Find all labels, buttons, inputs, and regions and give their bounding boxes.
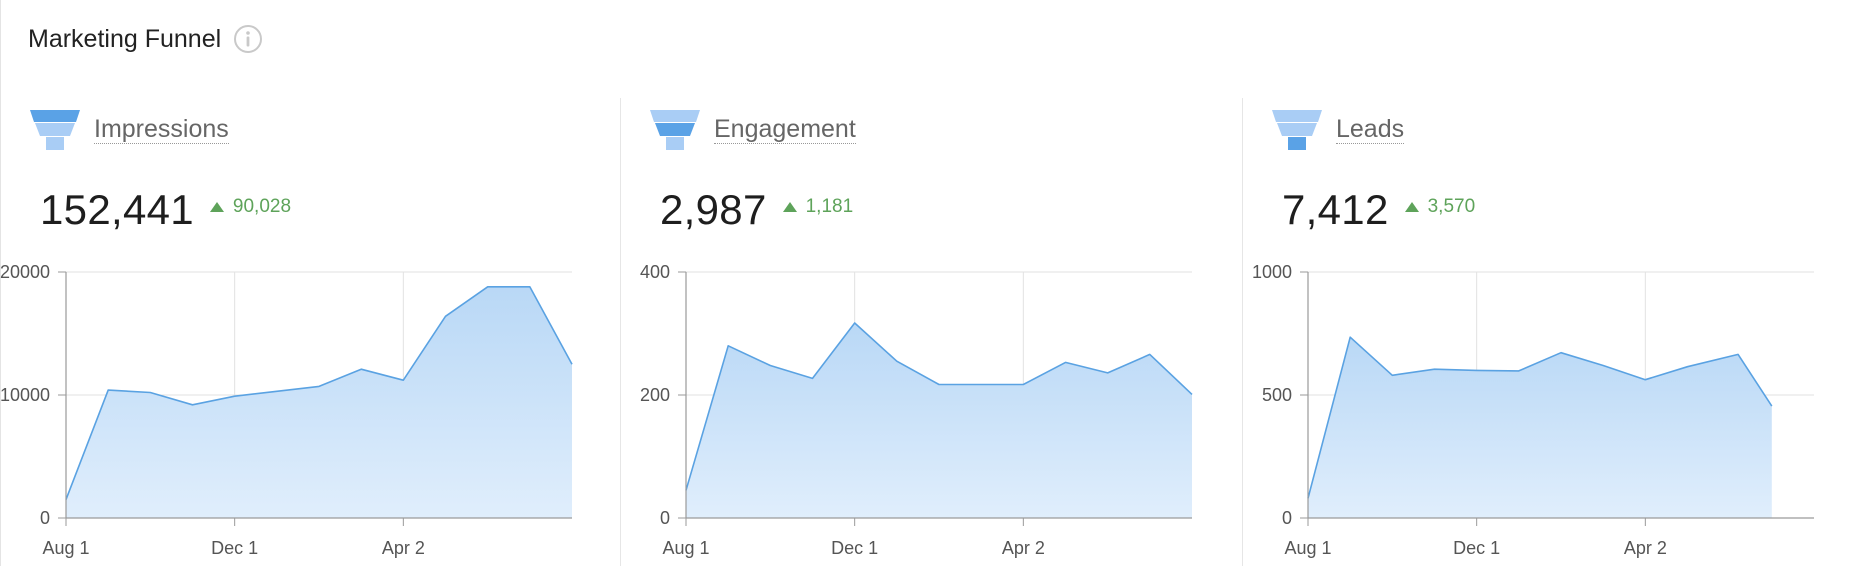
funnel-tier — [30, 110, 80, 122]
engagement-chart: 0 200 400 Aug 1 Dec 1 Apr 2 — [620, 258, 1210, 568]
info-icon[interactable] — [233, 24, 263, 54]
funnel-tier — [1288, 137, 1306, 150]
x-tick-label: Apr 2 — [382, 538, 425, 558]
delta-value: 90,028 — [233, 196, 291, 218]
metric-value: 2,987 — [660, 186, 767, 234]
area-fill — [1308, 337, 1772, 518]
y-tick-label: 0 — [1282, 508, 1292, 528]
x-tick-label: Aug 1 — [1284, 538, 1331, 558]
funnel-tier — [1272, 110, 1322, 122]
panel-header: Engagement — [648, 108, 856, 152]
y-tick-label: 0 — [660, 508, 670, 528]
leads-chart: 0 500 1000 Aug 1 Dec 1 Apr 2 — [1242, 258, 1832, 568]
x-tick-label: Dec 1 — [1453, 538, 1500, 558]
x-tick-label: Dec 1 — [211, 538, 258, 558]
y-tick-label: 400 — [640, 262, 670, 282]
page-header: Marketing Funnel — [28, 24, 263, 54]
impressions-chart: 0 10000 20000 Aug 1 Dec 1 Apr 2 — [0, 258, 590, 568]
x-tick-label: Aug 1 — [42, 538, 89, 558]
funnel-tier — [650, 110, 700, 122]
arrow-up-icon — [210, 202, 224, 212]
x-tick-label: Apr 2 — [1624, 538, 1667, 558]
arrow-up-icon — [783, 202, 797, 212]
delta-value: 3,570 — [1428, 196, 1476, 218]
metric-row: 7,412 3,570 — [1282, 186, 1475, 234]
funnel-icon — [1270, 108, 1324, 152]
y-tick-label: 1000 — [1252, 262, 1292, 282]
delta-value: 1,181 — [806, 196, 854, 218]
area-fill — [66, 287, 572, 518]
panel-header: Impressions — [28, 108, 229, 152]
metric-row: 152,441 90,028 — [40, 186, 291, 234]
funnel-tier — [1277, 123, 1317, 136]
y-tick-label: 10000 — [0, 385, 50, 405]
funnel-icon — [28, 108, 82, 152]
delta-badge: 3,570 — [1405, 196, 1476, 218]
arrow-up-icon — [1405, 202, 1419, 212]
funnel-icon — [648, 108, 702, 152]
metric-value: 7,412 — [1282, 186, 1389, 234]
x-tick-label: Dec 1 — [831, 538, 878, 558]
funnel-tier — [35, 123, 75, 136]
panel-header: Leads — [1270, 108, 1404, 152]
metric-label[interactable]: Engagement — [714, 116, 856, 144]
funnel-tier — [666, 137, 684, 150]
y-tick-label: 500 — [1262, 385, 1292, 405]
delta-badge: 1,181 — [783, 196, 854, 218]
x-tick-label: Aug 1 — [662, 538, 709, 558]
y-tick-label: 200 — [640, 385, 670, 405]
metric-label[interactable]: Impressions — [94, 116, 229, 144]
funnel-tier — [655, 123, 695, 136]
metric-row: 2,987 1,181 — [660, 186, 853, 234]
metric-label[interactable]: Leads — [1336, 116, 1404, 144]
y-tick-label: 20000 — [0, 262, 50, 282]
page-title: Marketing Funnel — [28, 25, 221, 54]
area-fill — [686, 323, 1192, 518]
metric-value: 152,441 — [40, 186, 194, 234]
delta-badge: 90,028 — [210, 196, 291, 218]
x-tick-label: Apr 2 — [1002, 538, 1045, 558]
y-tick-label: 0 — [40, 508, 50, 528]
funnel-tier — [46, 137, 64, 150]
